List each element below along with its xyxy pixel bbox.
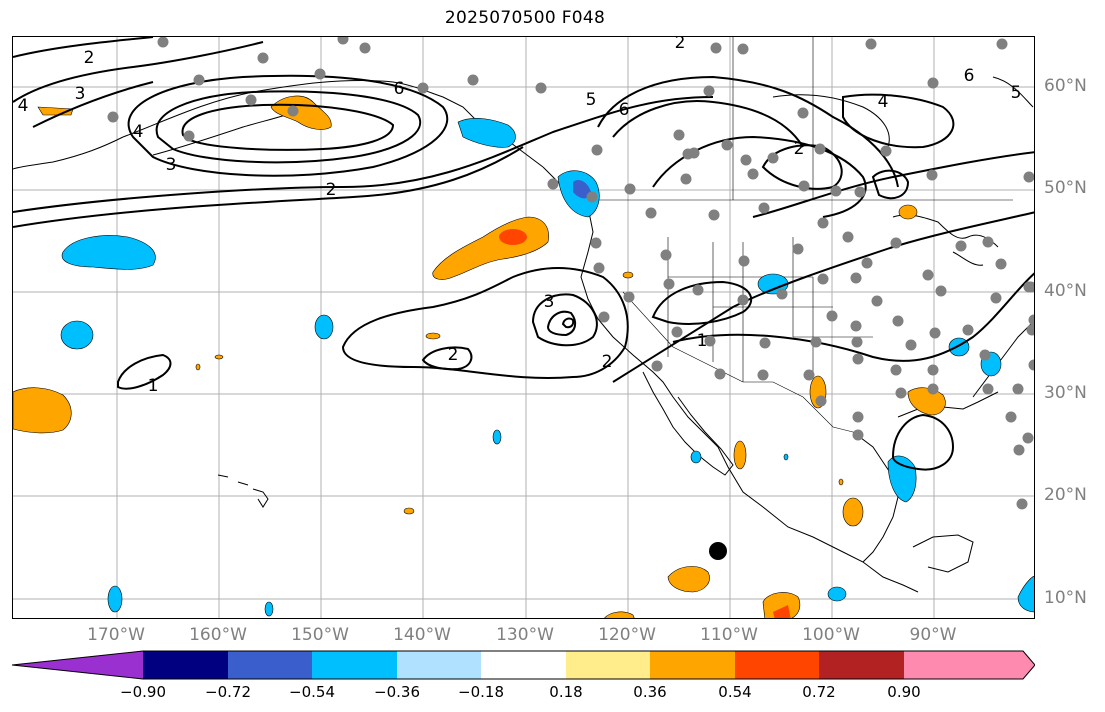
contour-label: 2 [602, 352, 613, 372]
contour-label-group: 2 3 4 3 2 6 5 6 2 2 3 4 1 2 2 1 6 5 4 [18, 37, 1022, 396]
colorbar-segment [228, 651, 312, 679]
contour-label: 2 [84, 48, 95, 68]
colorbar-segment [904, 651, 1035, 679]
negative-anomaly-areas [60, 117, 1034, 617]
lon-label-160w: 160°W [189, 625, 247, 645]
colorbar-segment [650, 651, 735, 679]
graticule [13, 37, 1034, 618]
lon-label-110w: 110°W [700, 625, 758, 645]
lon-label-100w: 100°W [802, 625, 860, 645]
lon-label-170w: 170°W [87, 625, 145, 645]
lon-label-130w: 130°W [496, 625, 554, 645]
lon-label-140w: 140°W [393, 625, 451, 645]
colorbar-segment [397, 651, 481, 679]
colorbar-segment [143, 651, 228, 679]
colorbar-tick-label: 0.36 [633, 683, 667, 701]
colorbar-segments [12, 651, 1035, 679]
colorbar-tick-label: 0.72 [802, 683, 836, 701]
coastlines [13, 76, 1034, 593]
contour-label: 2 [794, 139, 805, 159]
colorbar-tick-label: −0.54 [289, 683, 335, 701]
contour-label: 3 [75, 84, 86, 104]
contour-label: 5 [1011, 83, 1022, 103]
map-canvas: 2 3 4 3 2 6 5 6 2 2 3 4 1 2 2 1 6 5 4 [13, 37, 1034, 618]
contour-label: 5 [586, 90, 597, 110]
contour-label: 6 [619, 100, 630, 120]
lon-label-120w: 120°W [598, 625, 656, 645]
positive-anomaly-areas [13, 95, 946, 618]
colorbar-outline [12, 650, 1035, 680]
contour-label: 2 [675, 37, 686, 53]
contour-label: 3 [166, 155, 177, 175]
colorbar-tick-label: 0.90 [887, 683, 921, 701]
contour-label: 4 [18, 96, 29, 116]
contour-label: 2 [326, 180, 337, 200]
contour-label: 4 [878, 92, 889, 112]
contour-label: 4 [133, 122, 144, 142]
colorbar-tick-label: 0.18 [549, 683, 583, 701]
highlight-point-marker [709, 542, 727, 560]
colorbar-segment [12, 651, 143, 679]
station-markers [107, 37, 1034, 510]
contour-label: 6 [394, 79, 405, 99]
contour-label: 6 [964, 66, 975, 86]
lon-label-150w: 150°W [291, 625, 349, 645]
colorbar [12, 650, 1035, 680]
lat-label-50n: 50°N [1044, 178, 1087, 198]
colorbar-segment [735, 651, 819, 679]
colorbar-tick-label: 0.54 [718, 683, 752, 701]
map-title: 2025070500 F048 [444, 8, 606, 28]
lat-label-20n: 20°N [1044, 485, 1087, 505]
colorbar-segment [481, 651, 566, 679]
colorbar-tick-label: −0.90 [120, 683, 166, 701]
lat-label-60n: 60°N [1044, 76, 1087, 96]
colorbar-segment [312, 651, 397, 679]
lat-label-30n: 30°N [1044, 383, 1087, 403]
lat-label-40n: 40°N [1044, 281, 1087, 301]
colorbar-tick-label: −0.36 [374, 683, 420, 701]
colorbar-segment [566, 651, 650, 679]
colorbar-tick-label: −0.18 [458, 683, 504, 701]
lat-label-10n: 10°N [1044, 588, 1087, 608]
colorbar-tick-label: −0.72 [205, 683, 251, 701]
contour-label: 1 [697, 331, 708, 351]
contour-lines [13, 37, 1034, 471]
contour-label: 1 [148, 376, 159, 396]
colorbar-segment [819, 651, 904, 679]
contour-label: 2 [448, 345, 459, 365]
lon-label-90w: 90°W [909, 625, 957, 645]
map-panel: 2 3 4 3 2 6 5 6 2 2 3 4 1 2 2 1 6 5 4 [12, 36, 1035, 619]
contour-label: 3 [544, 292, 555, 312]
political-boundaries [593, 37, 1013, 433]
